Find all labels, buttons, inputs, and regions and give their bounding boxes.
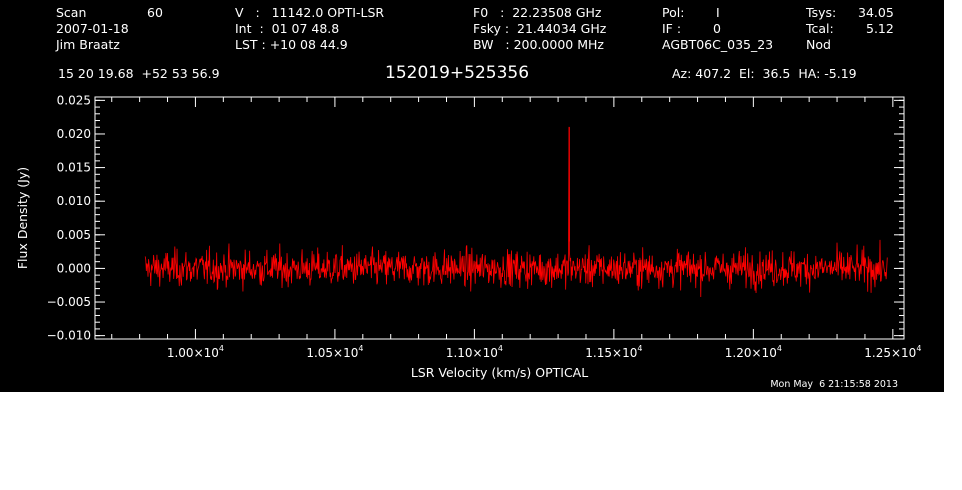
y-axis-title: Flux Density (Jy) [15, 167, 30, 269]
x-tick-label: 1.00×104 [167, 344, 224, 360]
plot-panel: Scan 60 2007-01-18 Jim Braatz V : 11142.… [0, 0, 944, 392]
x-tick-times: ×10 [333, 346, 358, 360]
lst-info: LST : +10 08 44.9 [235, 37, 348, 52]
source-coordinates: 15 20 19.68 +52 53 56.9 [58, 66, 220, 81]
velocity-info: V : 11142.0 OPTI-LSR [235, 5, 385, 20]
x-tick-mantissa: 1.00 [167, 346, 194, 360]
rest-frequency: F0 : 22.23508 GHz [473, 5, 602, 20]
tsys-value: 34.05 [858, 5, 894, 20]
x-tick-mantissa: 1.15 [585, 346, 612, 360]
integration-time: Int : 01 07 48.8 [235, 21, 340, 36]
x-tick-mantissa: 1.25 [864, 346, 891, 360]
x-tick-label: 1.05×104 [306, 344, 363, 360]
if-value: 0 [713, 21, 721, 36]
x-tick-label: 1.25×104 [864, 344, 921, 360]
x-tick-exponent: 4 [498, 344, 503, 353]
x-tick-times: ×10 [473, 346, 498, 360]
x-tick-exponent: 4 [219, 344, 224, 353]
pointing-info: Az: 407.2 El: 36.5 HA: -5.19 [672, 66, 857, 81]
y-tick-label: −0.005 [47, 295, 91, 309]
scan-label: Scan [56, 5, 87, 20]
pol-value: I [716, 5, 720, 20]
tcal-value: 5.12 [866, 21, 894, 36]
y-tick-label: −0.010 [47, 329, 91, 343]
x-tick-times: ×10 [194, 346, 219, 360]
y-tick-label: 0.015 [57, 161, 91, 175]
tsys-label: Tsys: [806, 5, 837, 20]
source-name: 152019+525356 [385, 63, 530, 83]
y-tick-label: 0.000 [57, 261, 91, 275]
spectrum-chart: −0.010 −0.005 0.000 0.005 0.010 0.015 0.020 0.0… [15, 93, 922, 380]
y-tick-label: 0.005 [57, 228, 91, 242]
series-layer [144, 126, 888, 298]
x-tick-mantissa: 1.20 [725, 346, 752, 360]
x-tick-label: 1.20×104 [725, 344, 782, 360]
y-tick-label: 0.025 [57, 93, 91, 107]
scan-number: 60 [147, 5, 163, 20]
x-tick-mantissa: 1.05 [306, 346, 333, 360]
x-axis-title: LSR Velocity (km/s) OPTICAL [411, 365, 588, 380]
x-tick-exponent: 4 [358, 344, 363, 353]
x-tick-times: ×10 [612, 346, 637, 360]
x-tick-times: ×10 [752, 346, 777, 360]
x-tick-label: 1.10×104 [446, 344, 503, 360]
observer-name: Jim Braatz [56, 37, 120, 52]
observing-mode: Nod [806, 37, 831, 52]
sky-frequency: Fsky : 21.44034 GHz [473, 21, 607, 36]
x-tick-mantissa: 1.10 [446, 346, 473, 360]
spectrum-series-line [144, 126, 888, 298]
plot-frame [94, 96, 905, 340]
y-tick-label: 0.020 [57, 127, 91, 141]
plot-timestamp: Mon May 6 21:15:58 2013 [770, 379, 898, 390]
tcal-label: Tcal: [806, 21, 834, 36]
x-tick-label: 1.15×104 [585, 344, 642, 360]
axes-layer: −0.010 −0.005 0.000 0.005 0.010 0.015 0.020 0.0… [47, 93, 922, 360]
pol-label: Pol: [662, 5, 685, 20]
bandwidth: BW : 200.0000 MHz [473, 37, 604, 52]
y-tick-label: 0.010 [57, 194, 91, 208]
observation-date: 2007-01-18 [56, 21, 129, 36]
if-label: IF : [662, 21, 682, 36]
x-tick-exponent: 4 [916, 344, 921, 353]
x-tick-exponent: 4 [777, 344, 782, 353]
project-id: AGBT06C_035_23 [662, 37, 774, 52]
x-tick-exponent: 4 [637, 344, 642, 353]
x-tick-times: ×10 [891, 346, 916, 360]
